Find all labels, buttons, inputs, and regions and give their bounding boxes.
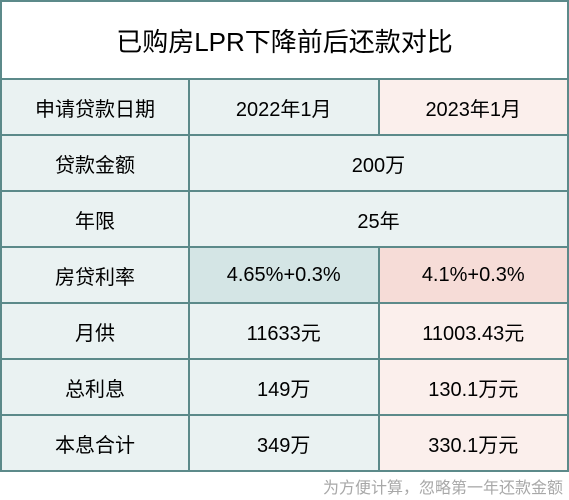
row-value-b: 330.1万元: [379, 415, 569, 471]
row-label: 贷款金额: [1, 135, 189, 191]
header-label: 申请贷款日期: [1, 79, 189, 135]
title-row: 已购房LPR下降前后还款对比: [1, 1, 568, 79]
table-title: 已购房LPR下降前后还款对比: [1, 1, 568, 79]
row-label: 年限: [1, 191, 189, 247]
row-label: 月供: [1, 303, 189, 359]
table-row: 年限 25年: [1, 191, 568, 247]
row-value-a: 349万: [189, 415, 379, 471]
row-label: 本息合计: [1, 415, 189, 471]
row-value-b: 4.1%+0.3%: [379, 247, 569, 303]
row-label: 总利息: [1, 359, 189, 415]
comparison-table: 已购房LPR下降前后还款对比 申请贷款日期 2022年1月 2023年1月 贷款…: [0, 0, 569, 472]
row-value-merged: 200万: [189, 135, 568, 191]
header-row: 申请贷款日期 2022年1月 2023年1月: [1, 79, 568, 135]
row-value-a: 149万: [189, 359, 379, 415]
row-value-b: 11003.43元: [379, 303, 569, 359]
row-value-a: 11633元: [189, 303, 379, 359]
footnote: 为方便计算，忽略第一年还款金额: [323, 474, 563, 498]
table-row: 总利息 149万 130.1万元: [1, 359, 568, 415]
header-col-b: 2023年1月: [379, 79, 569, 135]
row-value-b: 130.1万元: [379, 359, 569, 415]
row-value-merged: 25年: [189, 191, 568, 247]
table-row: 本息合计 349万 330.1万元: [1, 415, 568, 471]
table-row: 贷款金额 200万: [1, 135, 568, 191]
row-label: 房贷利率: [1, 247, 189, 303]
row-value-a: 4.65%+0.3%: [189, 247, 379, 303]
header-col-a: 2022年1月: [189, 79, 379, 135]
table-row: 房贷利率 4.65%+0.3% 4.1%+0.3%: [1, 247, 568, 303]
table-row: 月供 11633元 11003.43元: [1, 303, 568, 359]
